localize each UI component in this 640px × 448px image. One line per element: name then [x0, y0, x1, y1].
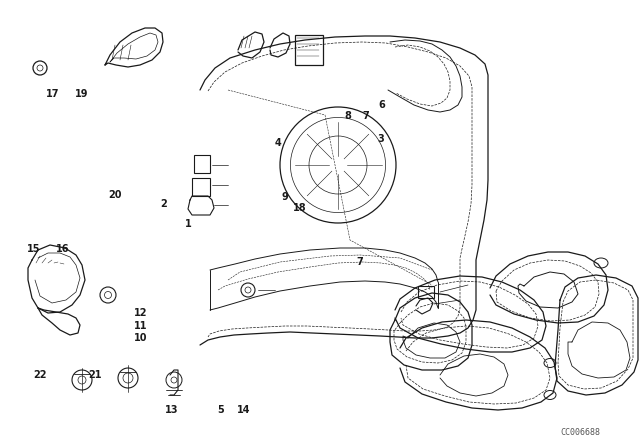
Text: 20: 20: [108, 190, 122, 200]
Text: 17: 17: [45, 89, 60, 99]
Text: 15: 15: [26, 244, 40, 254]
Text: CC006688: CC006688: [560, 427, 600, 436]
Text: 1: 1: [186, 219, 192, 229]
Bar: [194, 155, 210, 173]
Text: 18: 18: [292, 203, 307, 213]
Text: 5: 5: [218, 405, 224, 415]
Text: 22: 22: [33, 370, 47, 379]
Bar: [192, 178, 210, 196]
Text: 16: 16: [56, 244, 70, 254]
Text: 3: 3: [378, 134, 384, 144]
Text: 4: 4: [275, 138, 282, 148]
Text: 12: 12: [134, 308, 148, 318]
Text: 7: 7: [356, 257, 363, 267]
Bar: [295, 35, 323, 65]
Text: 13: 13: [164, 405, 179, 415]
Text: 19: 19: [75, 89, 89, 99]
Text: 2: 2: [160, 199, 166, 209]
Text: 6: 6: [379, 100, 385, 110]
Text: 11: 11: [134, 321, 148, 331]
Text: 9: 9: [282, 192, 288, 202]
Text: 21: 21: [88, 370, 102, 379]
Text: 7: 7: [363, 112, 369, 121]
Text: 10: 10: [134, 333, 148, 343]
Text: 14: 14: [236, 405, 250, 415]
Bar: [418, 286, 434, 298]
Text: 8: 8: [344, 112, 351, 121]
